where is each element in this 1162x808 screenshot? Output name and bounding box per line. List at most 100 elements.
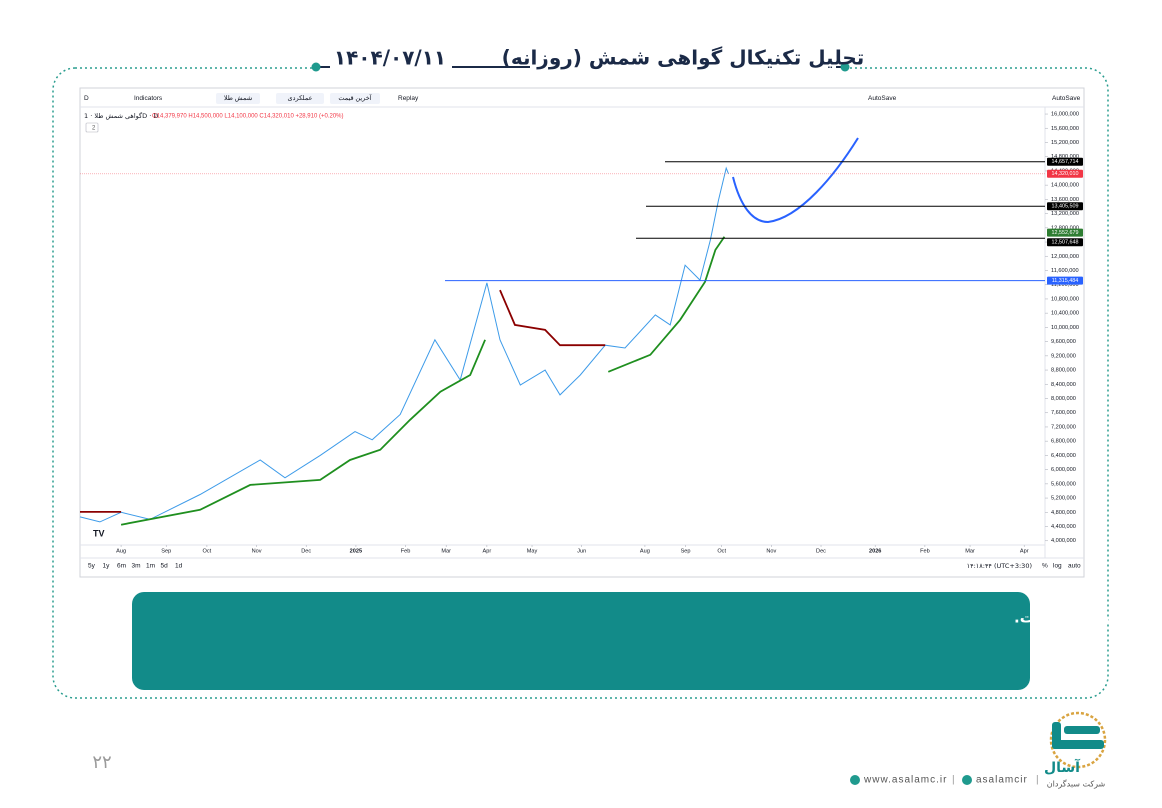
toolbar-item[interactable]: AutoSave (868, 95, 897, 102)
page-number: ۲۲ (92, 752, 111, 773)
toolbar-button[interactable] (276, 93, 324, 104)
price-level-tag (1047, 228, 1083, 237)
toolbar-button[interactable] (330, 93, 380, 104)
timeframe-button[interactable]: 3m (132, 563, 141, 570)
scale-button[interactable]: % (1042, 563, 1048, 570)
toolbar-item[interactable]: شمش طلا (224, 94, 253, 102)
price-level-tag (1047, 169, 1083, 178)
y-tick-label: 9,200,000 (1051, 353, 1076, 359)
logo-ring (1049, 711, 1107, 769)
y-tick-label: 4,400,000 (1051, 524, 1076, 530)
timeframe-button[interactable]: 1y (103, 563, 111, 570)
timeframe-button[interactable]: 6m (117, 563, 126, 570)
y-tick-label: 12,800,000 (1051, 225, 1079, 231)
toolbar-button[interactable] (216, 93, 260, 104)
footer-website[interactable]: www.asalamc.ir (863, 775, 947, 786)
price-line (79, 166, 729, 523)
toolbar-item[interactable]: آخرین قیمت (338, 92, 372, 102)
note-box (132, 592, 1030, 690)
footer-separator: | (1036, 775, 1039, 786)
x-tick-label: Dec (301, 548, 311, 554)
price-level-tag (1047, 202, 1083, 211)
x-tick-label: Apr (1020, 548, 1029, 554)
note-text: با توجه به رسیدن به اهداف تعیین شده ، مس… (1014, 609, 1162, 627)
timeframe-button[interactable]: 1m (146, 563, 155, 570)
title-dot (840, 62, 850, 72)
price-level-label: 12,552,679 (1052, 230, 1079, 236)
toolbar-item[interactable]: D (84, 95, 89, 102)
x-tick-label: Sep (161, 548, 171, 554)
x-tick-label: 2026 (869, 548, 881, 554)
y-tick-label: 12,000,000 (1051, 254, 1079, 260)
title-dot (311, 62, 321, 72)
y-tick-label: 14,000,000 (1051, 183, 1079, 189)
y-tick-label: 11,600,000 (1051, 268, 1079, 274)
title-backdrop (530, 45, 836, 69)
x-tick-label: Aug (640, 548, 650, 554)
y-tick-label: 4,000,000 (1051, 538, 1076, 544)
logo-name: آسال (1044, 758, 1081, 776)
y-tick-label: 4,800,000 (1051, 510, 1076, 516)
x-tick-label: Nov (766, 548, 776, 554)
y-tick-label: 13,200,000 (1051, 211, 1079, 217)
x-tick-label: 2025 (350, 548, 362, 554)
tv-logo: TV (93, 528, 105, 538)
toolbar-item[interactable]: عملکردی (288, 94, 313, 102)
price-level-tag (1047, 157, 1083, 166)
web-icon (850, 775, 860, 785)
y-tick-label: 6,400,000 (1051, 453, 1076, 459)
x-tick-label: Feb (401, 548, 411, 554)
x-tick-label: Apr (483, 548, 492, 554)
price-level-label: 12,507,648 (1052, 240, 1079, 246)
y-tick-label: 16,000,000 (1051, 112, 1079, 118)
toolbar-item[interactable]: AutoSave (1052, 95, 1081, 102)
y-tick-label: 8,000,000 (1051, 396, 1076, 402)
slide-title: تحلیل تکنیکال گواهی شمش (روزانه) (502, 46, 865, 70)
x-tick-label: Jun (577, 548, 586, 554)
y-tick-label: 6,800,000 (1051, 439, 1076, 445)
y-tick-label: 7,600,000 (1051, 410, 1076, 416)
price-line (80, 289, 606, 513)
timeframe-button[interactable]: 5d (161, 563, 169, 570)
price-level-tag (1047, 238, 1083, 247)
x-tick-label: Aug (116, 548, 126, 554)
scale-button[interactable]: auto (1068, 563, 1081, 570)
x-tick-label: Oct (717, 548, 726, 554)
toolbar-item[interactable]: Indicators (134, 95, 163, 102)
projected-path (732, 137, 859, 224)
footer-separator: | (952, 775, 955, 786)
logo-shape (1052, 740, 1104, 749)
price-level-label: 14,657,714 (1052, 159, 1079, 165)
y-tick-label: 15,200,000 (1051, 140, 1079, 146)
y-tick-label: 9,600,000 (1051, 339, 1076, 345)
price-level-label: 14,320,010 (1052, 171, 1079, 177)
x-tick-label: Dec (816, 548, 826, 554)
x-tick-label: Nov (252, 548, 262, 554)
timeframe-button[interactable]: 5y (88, 563, 96, 570)
y-tick-label: 13,600,000 (1051, 197, 1079, 203)
y-tick-label: 7,200,000 (1051, 424, 1076, 430)
slide-date: ۱۴۰۴/۰۷/۱۱ (334, 46, 446, 70)
y-tick-label: 11,200,000 (1051, 282, 1079, 288)
price-level-label: 13,405,509 (1052, 204, 1079, 210)
legend-ohlc: O14,379,970 H14,500,000 L14,100,000 C14,… (152, 114, 344, 120)
logo: آسال شرکت سبدگردان (1044, 711, 1107, 789)
date-backdrop (330, 45, 452, 69)
y-tick-label: 8,400,000 (1051, 382, 1076, 388)
logo-shape (1064, 726, 1100, 734)
toolbar-item[interactable]: Replay (398, 95, 419, 102)
price-level-label: 11,315,484 (1052, 278, 1079, 284)
y-tick-label: 5,200,000 (1051, 496, 1076, 502)
x-tick-label: Sep (681, 548, 691, 554)
x-tick-label: Oct (203, 548, 212, 554)
logo-shape (1052, 722, 1061, 749)
scale-button[interactable]: log (1053, 563, 1062, 570)
footer-telegram[interactable]: asalamcir (976, 775, 1028, 786)
indicator-toggle[interactable] (85, 122, 99, 133)
legend-symbol: گواهی شمش طلا · 1D · D (84, 112, 158, 120)
timeframe-button[interactable]: 1d (175, 563, 183, 570)
x-tick-label: May (527, 548, 538, 554)
price-line (120, 236, 726, 526)
